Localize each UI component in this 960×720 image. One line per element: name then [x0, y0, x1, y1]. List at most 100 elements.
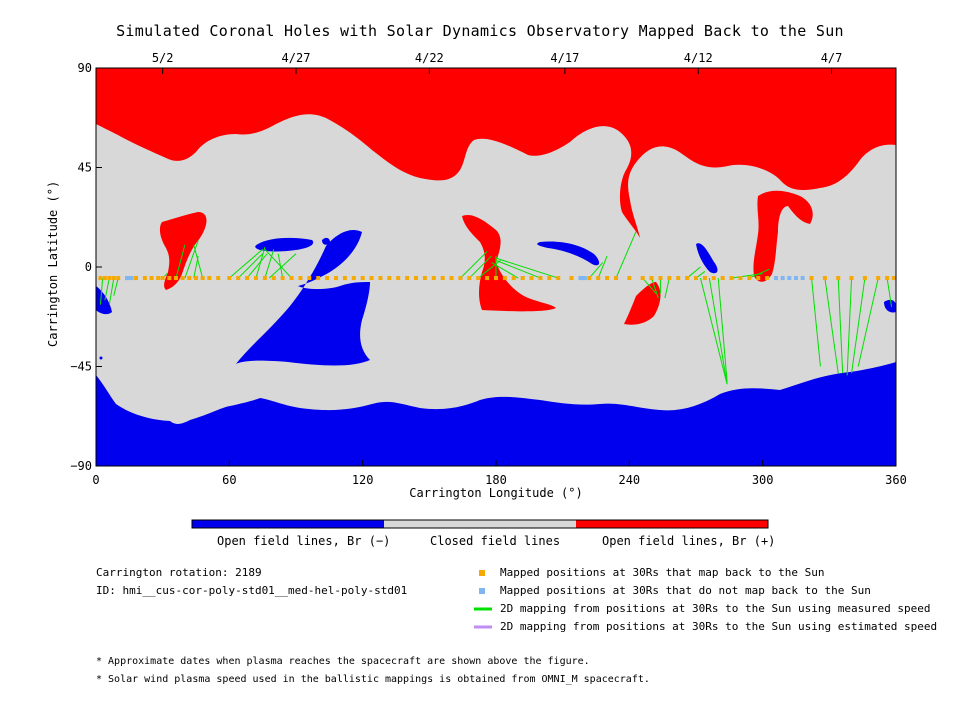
mapped-point — [729, 276, 734, 281]
mapping-line-measured — [846, 278, 853, 376]
axes: 0 60 120 180 240 300 360 90 45 0 −45 −90 5/2 4/27 4/22… — [70, 51, 907, 487]
x-tick-label: 0 — [92, 473, 99, 487]
mapped-point — [649, 276, 654, 281]
mapped-point — [885, 276, 890, 281]
footnote-speed: * Solar wind plasma speed used in the ba… — [96, 674, 650, 685]
mapped-point — [538, 276, 543, 281]
mapping-line-measured — [237, 253, 264, 279]
x-tick-label: 180 — [485, 473, 507, 487]
mapped-point — [836, 276, 841, 281]
mapping-line-measured — [886, 277, 893, 307]
y-tick-label: 90 — [78, 61, 92, 75]
negative-hole-lon105 — [322, 237, 330, 245]
mapped-point — [102, 276, 107, 281]
mapped-point — [325, 276, 330, 281]
mapped-point — [694, 276, 698, 281]
mapping-line-measured — [664, 277, 670, 299]
mapping-line-measured — [264, 249, 275, 279]
mapped-point — [342, 276, 347, 281]
mapped-point — [494, 276, 498, 281]
x-tick-label: 120 — [352, 473, 374, 487]
mapped-point — [556, 276, 561, 281]
mapping-line-measured — [651, 277, 659, 299]
unmapped-point — [125, 276, 130, 281]
legend-marker-square — [479, 570, 485, 576]
mapped-point — [676, 276, 681, 281]
mapping-line-measured — [184, 240, 199, 279]
mapping-line-measured — [175, 244, 186, 279]
colorbar-segment — [384, 520, 576, 528]
footnote-dates: * Approximate dates when plasma reaches … — [96, 656, 590, 667]
mapped-point — [271, 276, 276, 281]
unmapped-point — [780, 276, 785, 281]
negative-hole-s-shaped — [236, 229, 370, 366]
legend-label-estimated-speed: 2D mapping from positions at 30Rs to the… — [500, 620, 938, 633]
mapped-point — [298, 276, 303, 281]
x-tick-label: 60 — [222, 473, 236, 487]
mapped-point — [747, 276, 752, 281]
mapping-line-measured — [468, 255, 492, 279]
mapped-point — [360, 276, 365, 281]
mapped-point — [396, 276, 401, 281]
date-tick-label: 4/12 — [684, 51, 713, 65]
mapped-point — [529, 276, 534, 281]
mapped-point — [280, 276, 285, 281]
mapped-point — [502, 276, 507, 281]
mapped-point — [702, 276, 707, 281]
mapped-point — [194, 276, 198, 281]
legend-label-mapped: Mapped positions at 30Rs that map back t… — [500, 566, 825, 579]
mapping-line-measured — [104, 277, 110, 301]
mapped-point — [605, 276, 610, 281]
mapped-point — [667, 276, 672, 281]
mapped-point — [316, 276, 321, 281]
mapped-point — [107, 276, 112, 281]
positive-hole-lon255 — [624, 282, 661, 325]
mapped-point — [891, 276, 896, 281]
colorbar — [191, 519, 769, 529]
mapped-point — [449, 276, 454, 281]
mapped-point — [174, 276, 178, 281]
mapped-point — [160, 276, 165, 281]
mapped-point — [569, 276, 574, 281]
mapped-point — [387, 276, 392, 281]
mapped-point — [156, 276, 161, 281]
mapped-point — [236, 276, 241, 281]
mapping-line-measured — [717, 278, 728, 383]
mapping-line-measured — [615, 231, 637, 279]
mapped-point — [711, 276, 716, 281]
mapping-line-measured — [686, 266, 701, 279]
mapping-line-measured — [108, 277, 115, 305]
colorbar-label-closed: Closed field lines — [430, 534, 561, 548]
mapped-point — [849, 276, 854, 281]
mapped-point — [200, 276, 205, 281]
x-tick-label: 240 — [618, 473, 640, 487]
colorbar-segment — [192, 520, 384, 528]
mapped-point — [520, 276, 525, 281]
date-tick-label: 5/2 — [152, 51, 174, 65]
mapped-point — [216, 276, 221, 281]
unmapped-point — [794, 276, 798, 281]
mapping-line-measured — [588, 262, 604, 279]
mapped-point — [547, 276, 552, 281]
colorbar-frame — [191, 519, 769, 529]
model-id: ID: hmi__cus-cor-poly-std01__med-hel-pol… — [96, 584, 408, 597]
mapping-line-measured — [851, 277, 866, 374]
unmapped-point — [127, 276, 132, 281]
mapping-line-measured — [495, 257, 559, 279]
y-axis-label: Carrington Latitude (°) — [46, 180, 60, 347]
mapping-line-measured — [193, 244, 204, 279]
negative-hole-lon5 — [96, 286, 112, 315]
y-tick-label: −45 — [70, 360, 92, 374]
negative-speck — [99, 356, 103, 360]
mapped-point — [351, 276, 356, 281]
date-tick-label: 4/27 — [282, 51, 311, 65]
mapping-line-measured — [229, 248, 263, 279]
mapped-point — [262, 276, 267, 281]
unmapped-point — [787, 276, 792, 281]
mapping-line-measured — [460, 251, 488, 279]
colorbar-label-negative: Open field lines, Br (−) — [217, 534, 391, 548]
x-tick-label: 360 — [885, 473, 907, 487]
mapping-line-measured — [268, 253, 297, 279]
mapped-point — [614, 276, 618, 281]
mapped-point — [207, 276, 212, 281]
